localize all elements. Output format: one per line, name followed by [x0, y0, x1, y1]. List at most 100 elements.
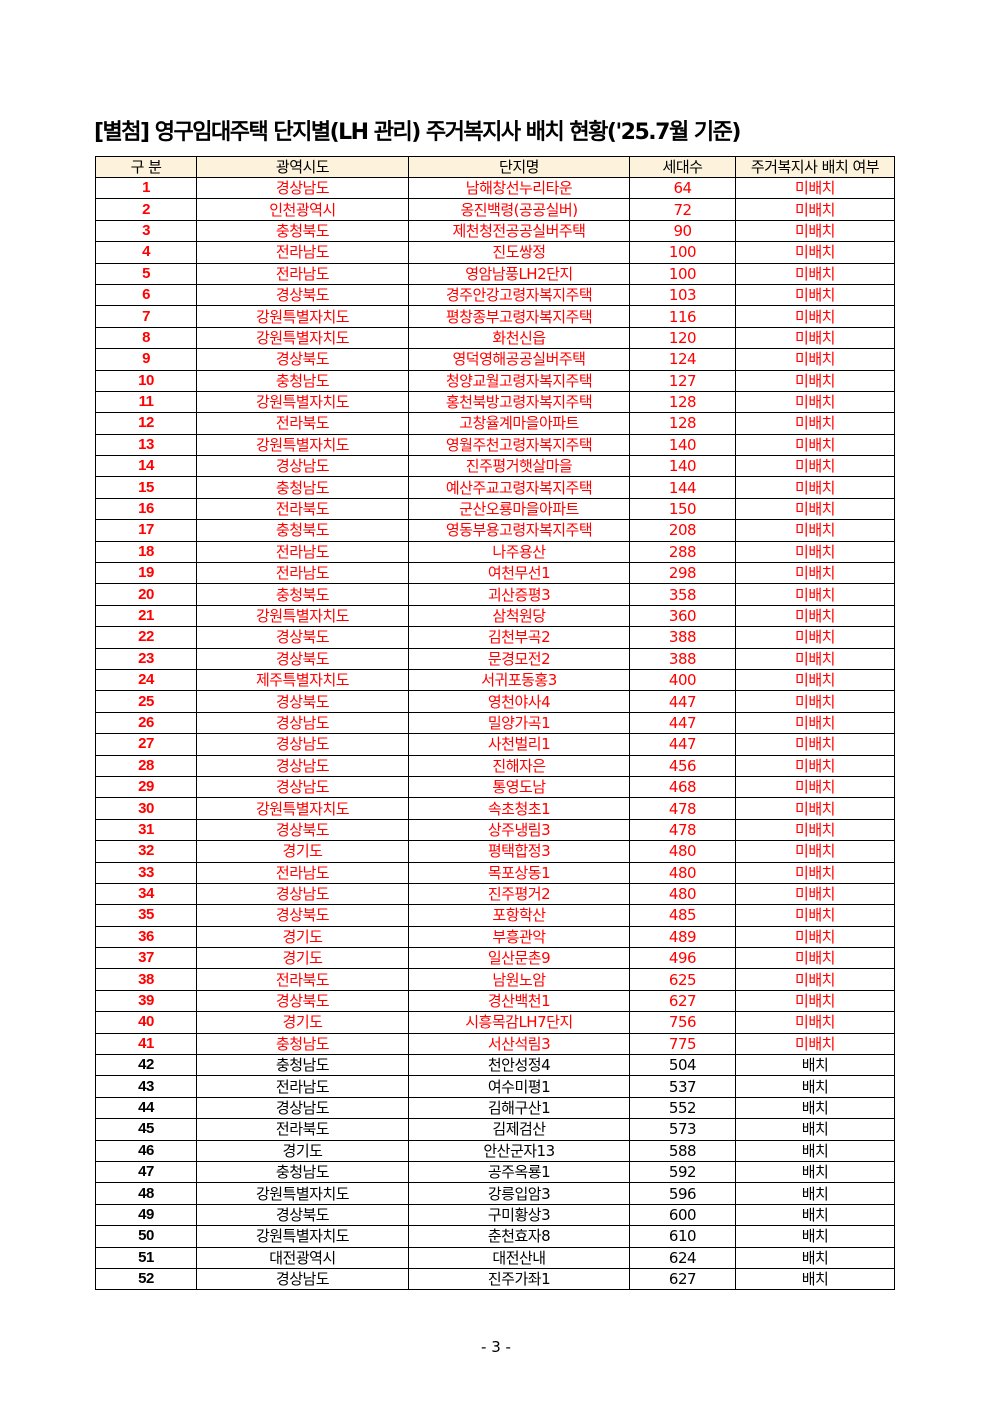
cell-households: 128: [629, 390, 736, 414]
cell-deployment-status: 미배치: [735, 711, 895, 735]
cell-complex-name: 옹진백령(공공실버): [408, 198, 630, 221]
cell-complex-name: 삼척원당: [408, 604, 630, 628]
table-row: 14 경상남도 진주평거햇살마을 140 미배치: [95, 455, 895, 478]
cell-complex-name: 김제검산: [408, 1118, 630, 1141]
cell-no: 23: [95, 647, 197, 670]
cell-deployment-status: 미배치: [735, 390, 895, 414]
header-complex-name: 단지명: [408, 156, 630, 178]
cell-deployment-status: 배치: [735, 1139, 895, 1162]
table-row: 16 전라북도 군산오룡마을아파트 150 미배치: [95, 497, 895, 521]
cell-no: 22: [95, 626, 197, 649]
cell-complex-name: 시흥목감LH7단지: [408, 1011, 630, 1034]
cell-complex-name: 천안성정4: [408, 1054, 630, 1077]
cell-deployment-status: 배치: [735, 1075, 895, 1098]
table-row: 2 인천광역시 옹진백령(공공실버) 72 미배치: [95, 198, 895, 221]
cell-no: 42: [95, 1054, 197, 1077]
cell-deployment-status: 미배치: [735, 861, 895, 884]
table-row: 50 강원특별자치도 춘천효자8 610 배치: [95, 1225, 895, 1248]
cell-households: 627: [629, 1267, 736, 1291]
cell-deployment-status: 미배치: [735, 1011, 895, 1034]
cell-no: 44: [95, 1096, 197, 1120]
cell-households: 72: [629, 198, 736, 221]
cell-households: 596: [629, 1182, 736, 1205]
cell-region: 전라북도: [196, 968, 409, 991]
table-row: 41 충청남도 서산석림3 775 미배치: [95, 1032, 895, 1056]
cell-households: 468: [629, 775, 736, 799]
cell-deployment-status: 미배치: [735, 775, 895, 799]
cell-households: 388: [629, 626, 736, 649]
cell-deployment-status: 미배치: [735, 412, 895, 435]
cell-households: 485: [629, 904, 736, 927]
cell-no: 7: [95, 305, 197, 328]
cell-region: 경상남도: [196, 754, 409, 777]
cell-complex-name: 안산군자13: [408, 1139, 630, 1162]
cell-region: 강원특별자치도: [196, 1225, 409, 1248]
cell-no: 16: [95, 497, 197, 521]
cell-households: 400: [629, 668, 736, 692]
cell-region: 경상북도: [196, 626, 409, 649]
page-title: [별첨] 영구임대주택 단지별(LH 관리) 주거복지사 배치 현황('25.7…: [94, 120, 741, 145]
cell-no: 9: [95, 348, 197, 371]
cell-no: 19: [95, 562, 197, 585]
cell-households: 552: [629, 1096, 736, 1120]
cell-complex-name: 진주가좌1: [408, 1267, 630, 1291]
cell-region: 전라남도: [196, 1075, 409, 1098]
table-row: 18 전라남도 나주용산 288 미배치: [95, 540, 895, 564]
cell-deployment-status: 배치: [735, 1054, 895, 1077]
table-row: 52 경상남도 진주가좌1 627 배치: [95, 1267, 895, 1291]
cell-region: 전라남도: [196, 540, 409, 564]
cell-households: 592: [629, 1160, 736, 1184]
cell-no: 13: [95, 433, 197, 457]
cell-complex-name: 진도쌍정: [408, 241, 630, 264]
cell-no: 39: [95, 989, 197, 1013]
cell-deployment-status: 배치: [735, 1203, 895, 1227]
cell-complex-name: 일산문촌9: [408, 947, 630, 970]
table-row: 47 충청남도 공주옥룡1 592 배치: [95, 1160, 895, 1184]
cell-complex-name: 영덕영해공공실버주택: [408, 348, 630, 371]
cell-region: 전라남도: [196, 562, 409, 585]
table-row: 10 충청남도 청양교월고령자복지주택 127 미배치: [95, 369, 895, 392]
housing-complex-table: 구 분 광역시도 단지명 세대수 주거복지사 배치 여부 1 경상남도 남해창선누리…: [95, 156, 895, 1291]
cell-region: 경상북도: [196, 818, 409, 842]
table-header-row: 구 분 광역시도 단지명 세대수 주거복지사 배치 여부: [95, 156, 895, 178]
cell-no: 3: [95, 219, 197, 243]
cell-region: 경상남도: [196, 733, 409, 756]
cell-no: 20: [95, 583, 197, 606]
cell-households: 144: [629, 476, 736, 499]
cell-region: 전라북도: [196, 1118, 409, 1141]
table-row: 6 경상북도 경주안강고령자복지주택 103 미배치: [95, 283, 895, 307]
cell-complex-name: 영암남풍LH2단지: [408, 262, 630, 285]
cell-no: 33: [95, 861, 197, 884]
cell-households: 588: [629, 1139, 736, 1162]
cell-complex-name: 공주옥룡1: [408, 1160, 630, 1184]
cell-no: 48: [95, 1182, 197, 1205]
cell-no: 27: [95, 733, 197, 756]
table-row: 48 강원특별자치도 강릉입암3 596 배치: [95, 1182, 895, 1205]
cell-deployment-status: 미배치: [735, 733, 895, 756]
cell-households: 496: [629, 947, 736, 970]
cell-complex-name: 고창율계마을아파트: [408, 412, 630, 435]
table-row: 38 전라북도 남원노암 625 미배치: [95, 968, 895, 991]
cell-households: 116: [629, 305, 736, 328]
cell-region: 강원특별자치도: [196, 390, 409, 414]
cell-region: 충청남도: [196, 1032, 409, 1056]
cell-no: 51: [95, 1246, 197, 1269]
table-row: 12 전라북도 고창율계마을아파트 128 미배치: [95, 412, 895, 435]
cell-region: 인천광역시: [196, 198, 409, 221]
table-row: 20 충청북도 괴산증평3 358 미배치: [95, 583, 895, 606]
cell-region: 강원특별자치도: [196, 1182, 409, 1205]
cell-complex-name: 부흥관악: [408, 925, 630, 949]
cell-region: 경상북도: [196, 348, 409, 371]
cell-deployment-status: 미배치: [735, 626, 895, 649]
cell-deployment-status: 미배치: [735, 326, 895, 350]
cell-no: 15: [95, 476, 197, 499]
table-row: 40 경기도 시흥목감LH7단지 756 미배치: [95, 1011, 895, 1034]
cell-complex-name: 남원노암: [408, 968, 630, 991]
header-deployment-status: 주거복지사 배치 여부: [735, 156, 895, 178]
header-region: 광역시도: [196, 156, 409, 178]
cell-complex-name: 예산주교고령자복지주택: [408, 476, 630, 499]
cell-no: 21: [95, 604, 197, 628]
cell-households: 504: [629, 1054, 736, 1077]
cell-no: 11: [95, 390, 197, 414]
cell-region: 경상북도: [196, 904, 409, 927]
